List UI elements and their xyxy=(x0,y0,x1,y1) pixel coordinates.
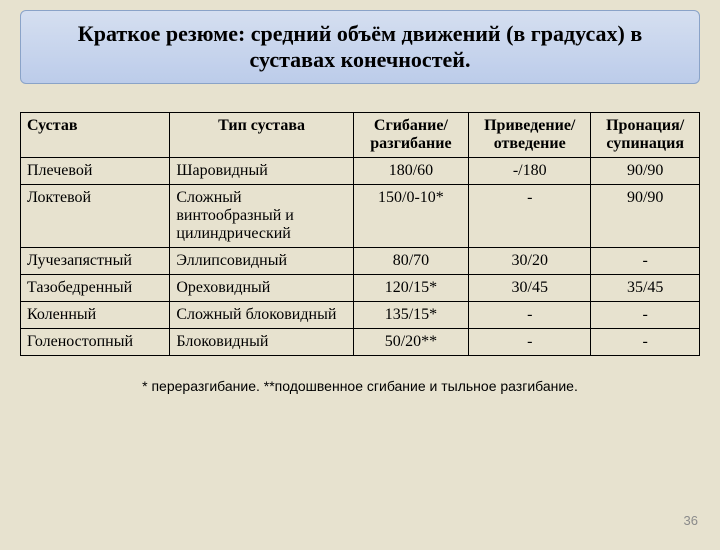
cell-joint: Коленный xyxy=(21,302,170,329)
cell-joint: Локтевой xyxy=(21,185,170,248)
range-of-motion-table-wrap: Сустав Тип сустава Сгибание/ разгибание … xyxy=(20,112,700,356)
cell-adduct: - xyxy=(469,329,591,356)
table-row: Голеностопный Блоковидный 50/20** - - xyxy=(21,329,700,356)
cell-joint: Тазобедренный xyxy=(21,275,170,302)
table-row: Плечевой Шаровидный 180/60 -/180 90/90 xyxy=(21,158,700,185)
cell-joint: Лучезапястный xyxy=(21,248,170,275)
cell-type: Сложный блоковидный xyxy=(170,302,353,329)
cell-type: Шаровидный xyxy=(170,158,353,185)
col-flex: Сгибание/ разгибание xyxy=(353,113,468,158)
cell-adduct: - xyxy=(469,302,591,329)
cell-pron: 35/45 xyxy=(591,275,700,302)
footnote: * переразгибание. **подошвенное сгибание… xyxy=(20,378,700,394)
cell-type: Сложный винтообразный и цилиндрический xyxy=(170,185,353,248)
cell-pron: 90/90 xyxy=(591,158,700,185)
cell-flex: 150/0-10* xyxy=(353,185,468,248)
table-row: Локтевой Сложный винтообразный и цилиндр… xyxy=(21,185,700,248)
cell-pron: - xyxy=(591,329,700,356)
page-number: 36 xyxy=(684,513,698,528)
cell-adduct: - xyxy=(469,185,591,248)
cell-pron: - xyxy=(591,302,700,329)
table-row: Тазобедренный Ореховидный 120/15* 30/45 … xyxy=(21,275,700,302)
cell-pron: 90/90 xyxy=(591,185,700,248)
col-pron: Пронация/ супинация xyxy=(591,113,700,158)
cell-type: Блоковидный xyxy=(170,329,353,356)
cell-adduct: -/180 xyxy=(469,158,591,185)
table-row: Коленный Сложный блоковидный 135/15* - - xyxy=(21,302,700,329)
cell-flex: 120/15* xyxy=(353,275,468,302)
cell-flex: 135/15* xyxy=(353,302,468,329)
col-adduct: Приведение/ отведение xyxy=(469,113,591,158)
table-row: Лучезапястный Эллипсовидный 80/70 30/20 … xyxy=(21,248,700,275)
cell-pron: - xyxy=(591,248,700,275)
cell-flex: 80/70 xyxy=(353,248,468,275)
cell-joint: Голеностопный xyxy=(21,329,170,356)
cell-type: Эллипсовидный xyxy=(170,248,353,275)
cell-adduct: 30/20 xyxy=(469,248,591,275)
cell-joint: Плечевой xyxy=(21,158,170,185)
table-header-row: Сустав Тип сустава Сгибание/ разгибание … xyxy=(21,113,700,158)
cell-flex: 180/60 xyxy=(353,158,468,185)
cell-flex: 50/20** xyxy=(353,329,468,356)
col-type: Тип сустава xyxy=(170,113,353,158)
cell-type: Ореховидный xyxy=(170,275,353,302)
cell-adduct: 30/45 xyxy=(469,275,591,302)
col-joint: Сустав xyxy=(21,113,170,158)
page-title: Краткое резюме: средний объём движений (… xyxy=(20,10,700,84)
range-of-motion-table: Сустав Тип сустава Сгибание/ разгибание … xyxy=(20,112,700,356)
